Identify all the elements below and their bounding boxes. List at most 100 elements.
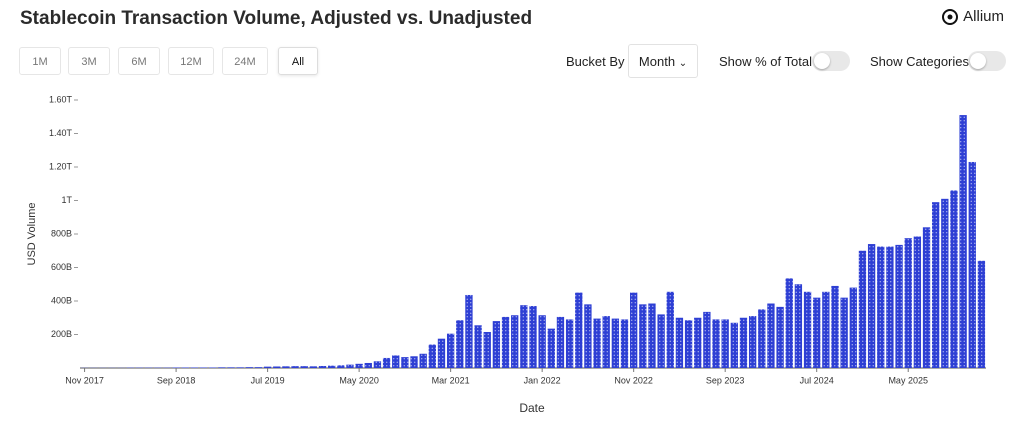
x-axis-label: Date — [519, 401, 545, 415]
bar — [941, 198, 949, 368]
bar — [584, 304, 592, 368]
bar — [227, 367, 235, 368]
bar — [282, 366, 290, 368]
bar — [501, 316, 510, 368]
bucket-value: Month — [638, 54, 676, 69]
toggle[interactable] — [968, 51, 1006, 71]
bar — [959, 115, 967, 368]
bar — [593, 318, 601, 368]
bar — [456, 320, 464, 368]
toggle-label: Show % of Total — [719, 54, 812, 69]
bar — [492, 321, 501, 368]
bar — [858, 250, 867, 368]
bar — [236, 367, 244, 368]
x-tick-label: Mar 2021 — [432, 375, 470, 385]
bar — [382, 357, 391, 368]
x-tick-label: May 2025 — [888, 375, 928, 385]
bar — [794, 284, 803, 368]
bar — [483, 331, 491, 368]
bar — [657, 314, 665, 368]
bar — [263, 366, 272, 368]
bar — [703, 311, 711, 368]
bar — [767, 303, 775, 368]
bar — [273, 366, 281, 368]
x-tick-label: Jul 2019 — [251, 375, 285, 385]
y-tick-label: 1.60T — [49, 94, 73, 104]
bar — [867, 244, 876, 368]
x-tick-label: Nov 2017 — [65, 375, 104, 385]
bar — [932, 202, 940, 368]
bar — [511, 315, 519, 368]
bar — [721, 319, 729, 368]
bar — [245, 367, 253, 368]
range-button[interactable]: 3M — [68, 47, 110, 75]
bar — [520, 305, 528, 368]
bar — [739, 317, 748, 368]
bar — [950, 190, 958, 368]
bar — [565, 319, 574, 368]
bucket-label: Bucket By — [566, 54, 625, 69]
x-tick-label: May 2020 — [339, 375, 379, 385]
bar — [675, 317, 684, 368]
bar — [437, 338, 446, 368]
bar — [922, 227, 931, 368]
bar — [401, 357, 409, 368]
title: Stablecoin Transaction Volume, Adjusted … — [20, 8, 533, 29]
bar — [611, 318, 620, 368]
bar — [190, 367, 199, 368]
bar — [538, 315, 546, 368]
bucket-select[interactable]: Month ⌄ — [628, 44, 698, 78]
bar — [694, 317, 702, 368]
range-button[interactable]: 1M — [19, 47, 61, 75]
bar — [318, 365, 327, 368]
bar — [776, 306, 784, 368]
bar — [785, 278, 793, 368]
bar — [428, 344, 436, 368]
bar — [758, 309, 766, 368]
toggle-label: Show Categories — [870, 54, 969, 69]
bar — [977, 260, 986, 368]
y-tick-label: 200B — [51, 329, 72, 339]
bar — [913, 236, 922, 368]
bar — [392, 355, 400, 368]
toggle[interactable] — [812, 51, 850, 71]
bar — [666, 291, 674, 368]
bar — [446, 333, 455, 368]
bar — [748, 316, 757, 368]
x-tick-label: Jan 2022 — [524, 375, 561, 385]
bar — [684, 320, 693, 368]
range-button[interactable]: All — [278, 47, 318, 75]
range-button[interactable]: 24M — [222, 47, 268, 75]
y-tick-label: 1.40T — [49, 128, 73, 138]
bar — [730, 322, 738, 368]
x-tick-label: Sep 2023 — [706, 375, 745, 385]
bar — [218, 367, 226, 368]
bar — [254, 367, 263, 368]
bar — [813, 297, 821, 368]
bar — [309, 366, 318, 368]
bar — [877, 246, 885, 368]
bar — [895, 244, 903, 368]
x-tick-label: Jul 2024 — [800, 375, 834, 385]
bar — [364, 362, 372, 368]
bar — [209, 367, 217, 368]
bar — [419, 353, 427, 368]
bar — [410, 356, 418, 368]
bar — [712, 319, 720, 368]
logo-text: Allium — [963, 8, 1004, 25]
range-button[interactable]: 6M — [118, 47, 160, 75]
bar — [556, 316, 565, 368]
bar — [337, 365, 345, 368]
bar — [355, 363, 363, 368]
bar — [904, 238, 912, 368]
x-tick-label: Sep 2018 — [157, 375, 196, 385]
bar — [373, 361, 382, 368]
range-button[interactable]: 12M — [168, 47, 214, 75]
bar — [630, 292, 638, 368]
bar — [886, 246, 894, 368]
y-tick-label: 800B — [51, 228, 72, 238]
bar — [291, 366, 299, 368]
x-tick-label: Nov 2022 — [614, 375, 653, 385]
bar — [639, 304, 647, 368]
